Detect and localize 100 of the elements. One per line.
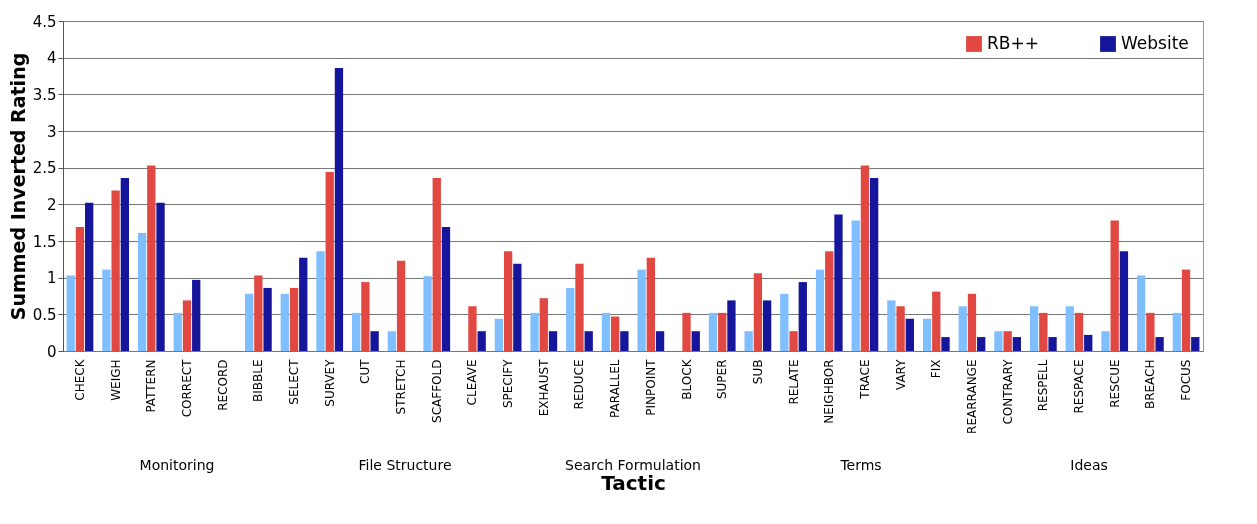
bar xyxy=(1172,312,1181,351)
x-tick-label: SUPER xyxy=(715,359,730,400)
bar xyxy=(646,257,655,351)
bar xyxy=(477,331,486,351)
x-tick-label: PARALLEL xyxy=(608,359,623,418)
bar xyxy=(860,165,870,351)
bar xyxy=(798,282,807,351)
bar xyxy=(66,275,75,351)
x-tick-label: REARRANGE xyxy=(964,359,979,434)
text: File Structure xyxy=(358,457,452,473)
x-tick-label: RELATE xyxy=(786,359,801,405)
bar xyxy=(396,260,406,351)
y-tick-label: 4 xyxy=(46,49,57,68)
x-tick-label: FIX xyxy=(929,359,944,379)
x-tick-label: BIBBLE xyxy=(251,359,266,403)
bar xyxy=(334,67,344,351)
y-tick-label: 0 xyxy=(46,342,57,361)
bar xyxy=(182,300,192,351)
x-tick-label: NEIGHBOR xyxy=(822,359,837,424)
bar xyxy=(503,251,513,351)
x-tick-label: TRACE xyxy=(857,359,872,400)
bar xyxy=(789,331,798,351)
x-tick-label: EXHAUST xyxy=(536,358,551,417)
bar xyxy=(1155,337,1164,351)
bar xyxy=(753,273,763,351)
bar xyxy=(316,251,325,351)
y-axis-title: Summed Inverted Rating xyxy=(6,52,29,321)
y-tick-label: 2 xyxy=(46,195,57,214)
bar xyxy=(1029,306,1039,351)
bar xyxy=(977,337,986,351)
bar xyxy=(1039,312,1048,351)
x-tick-label: CORRECT xyxy=(179,358,194,418)
x-tick-label: SURVEY xyxy=(322,358,337,407)
bar xyxy=(637,269,646,351)
x-axis-title: Tactic xyxy=(601,470,666,495)
bar xyxy=(361,282,370,351)
y-tick-label: 3.5 xyxy=(32,85,57,104)
bar xyxy=(1012,337,1022,351)
x-tick-label: RESCUE xyxy=(1107,359,1122,408)
bar xyxy=(539,298,548,351)
x-tick-label: VARY xyxy=(893,358,908,391)
bar xyxy=(655,331,665,351)
bar xyxy=(192,279,201,351)
bar xyxy=(691,331,700,351)
bar xyxy=(1136,275,1146,351)
bar xyxy=(280,293,289,351)
bar xyxy=(147,165,156,351)
x-tick-label: CHECK xyxy=(72,358,87,401)
x-tick-label: CONTRARY xyxy=(1000,358,1015,425)
bar xyxy=(727,300,736,351)
bar xyxy=(289,287,299,351)
x-tick-label: BLOCK xyxy=(679,358,694,400)
x-tick-label: SELECT xyxy=(287,358,302,405)
x-tick-label: CUT xyxy=(358,358,373,384)
bar xyxy=(1074,312,1084,351)
bar xyxy=(432,177,441,351)
bar xyxy=(1084,334,1093,351)
x-tick-label: RESPACE xyxy=(1072,359,1087,414)
bar xyxy=(75,227,85,351)
bar xyxy=(815,269,825,351)
bar xyxy=(566,287,575,351)
bar xyxy=(325,172,334,351)
bar xyxy=(1146,312,1155,351)
bar xyxy=(825,251,834,351)
bar xyxy=(905,318,914,351)
bar xyxy=(548,331,558,351)
x-tick-label: WEIGH xyxy=(108,359,123,401)
x-tick-label: PATTERN xyxy=(144,359,159,413)
x-tick-label: CLEAVE xyxy=(465,359,480,406)
bar xyxy=(896,306,905,351)
bar xyxy=(762,300,772,351)
bar xyxy=(156,202,165,351)
legend-label: RB++ xyxy=(987,33,1039,53)
bar xyxy=(441,227,451,351)
bar xyxy=(263,287,272,351)
legend-label: Website xyxy=(1121,33,1189,53)
bar xyxy=(85,202,94,351)
y-tick-label: 4.5 xyxy=(32,12,57,31)
x-tick-label: FOCUS xyxy=(1179,359,1194,401)
bar xyxy=(958,306,967,351)
bar xyxy=(254,275,263,351)
bar xyxy=(682,312,691,351)
x-tick-label: STRETCH xyxy=(394,359,409,415)
bar xyxy=(967,293,977,351)
bar xyxy=(387,331,396,351)
x-tick-label: REDUCE xyxy=(572,359,587,410)
bar xyxy=(102,269,111,351)
text: Ideas xyxy=(1070,457,1108,473)
bar xyxy=(994,331,1003,351)
bar xyxy=(851,220,860,351)
x-tick-label: PINPOINT xyxy=(643,358,658,416)
x-tick-label: SPECIFY xyxy=(501,358,516,409)
bar xyxy=(137,232,147,351)
bar xyxy=(530,312,539,351)
bar xyxy=(611,316,620,351)
bar xyxy=(423,276,432,351)
text: Terms xyxy=(839,457,882,473)
y-tick-label: 0.5 xyxy=(32,305,57,324)
bar xyxy=(620,331,629,351)
bar xyxy=(1191,337,1200,351)
